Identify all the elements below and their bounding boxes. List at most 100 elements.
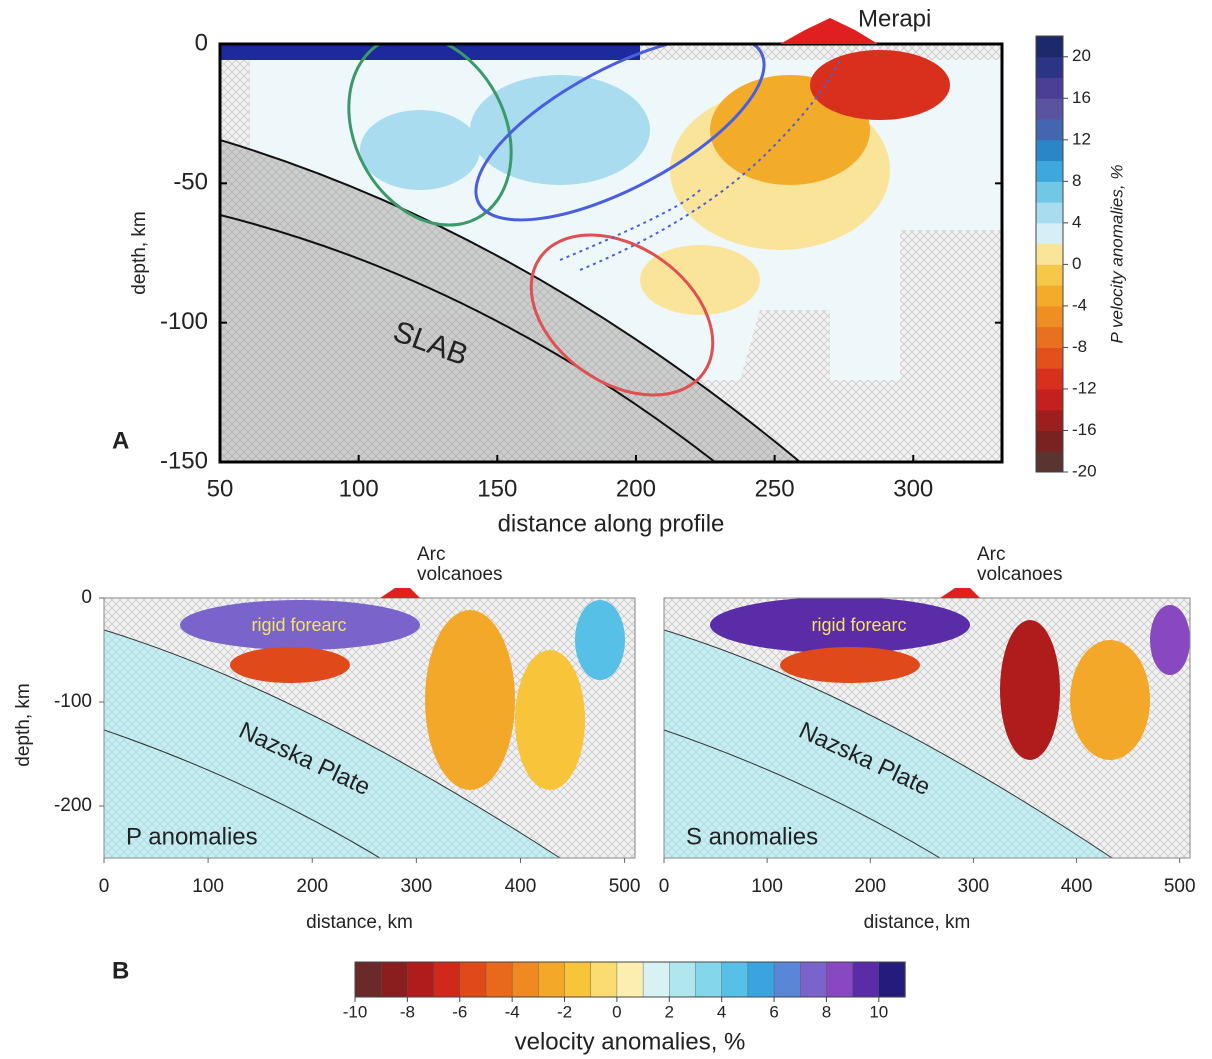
colorbar-swatch [642,961,670,998]
x-tick-label: 100 [751,876,783,897]
colorbar-swatch [695,961,723,998]
volcano-label: Arc [417,544,446,565]
colorbar-tick-label: -4 [505,1002,520,1021]
colorbar-title: P velocity anomalies, % [1107,165,1126,344]
colorbar-swatch [852,961,880,998]
y-tick-label: -150 [160,447,208,474]
x-tick-label: 250 [755,475,795,502]
y-axis-title: depth, km [13,683,34,766]
x-tick-label: 300 [401,876,433,897]
colorbar-swatch [669,961,697,998]
volcano-label: Merapi [858,5,931,32]
x-axis-title: distance, km [306,912,413,933]
colorbar-tick-label: 6 [769,1002,778,1021]
colorbar-swatch [1036,181,1063,203]
colorbar-frame [354,961,906,998]
panel-a-image [220,44,1002,462]
colorbar-tick-label: -6 [452,1002,467,1021]
x-axis-title: distance along profile [498,510,725,537]
y-tick-label: -100 [160,308,208,335]
panel-b-p-frame [103,597,636,859]
colorbar-tick-label: 2 [665,1002,674,1021]
colorbar-tick-label: 12 [1072,129,1091,148]
panel-label: A [112,427,129,454]
colorbar-swatch [1036,160,1063,182]
colorbar-swatch [538,961,566,998]
colorbar-swatch [773,961,801,998]
y-tick-label: -50 [173,169,208,196]
x-tick-label: 300 [893,475,933,502]
colorbar-swatch [1036,347,1063,369]
panel-b-p-image [104,598,635,858]
colorbar-swatch [1036,451,1063,473]
colorbar-swatch [826,961,854,998]
colorbar-swatch [459,961,487,998]
x-tick-label: 300 [958,876,990,897]
volcano-label: volcanoes [417,564,503,585]
x-tick-label: 500 [609,876,641,897]
colorbar-swatch [1036,388,1063,411]
volcano-label: volcanoes [977,564,1063,585]
volcano-icon [380,588,420,598]
colorbar-tick-label: -16 [1072,420,1097,439]
x-tick-label: 50 [207,475,234,502]
x-tick-label: 150 [477,475,517,502]
colorbar-swatch [1036,430,1063,452]
colorbar-tick-label: 20 [1072,46,1091,65]
colorbar-swatch [1036,77,1063,99]
colorbar-tick-label: 4 [717,1002,726,1021]
colorbar-swatch [380,961,409,998]
x-tick-label: 200 [296,876,328,897]
x-tick-label: 200 [854,876,886,897]
colorbar-swatch [1036,222,1063,245]
colorbar-swatch [1036,305,1063,328]
x-axis-title: distance, km [864,912,971,933]
x-tick-label: 100 [339,475,379,502]
colorbar-swatch [433,961,461,998]
colorbar-tick-label: -20 [1072,461,1097,480]
colorbar-tick-label: 0 [612,1002,621,1021]
colorbar-swatch [354,961,382,998]
colorbar-swatch [1036,202,1063,224]
colorbar-swatch [1036,368,1063,390]
colorbar-frame [1035,35,1064,473]
forearc-label: rigid forearc [251,615,346,635]
panel-b-s-image [664,598,1190,858]
x-tick-label: 500 [1164,876,1196,897]
x-tick-label: 400 [505,876,537,897]
colorbar-swatch [407,961,435,998]
panel-b-s-frame [663,597,1191,859]
colorbar-tick-label: -8 [400,1002,415,1021]
colorbar-swatch [616,961,644,998]
volcano-icon [780,18,878,44]
colorbar-swatch [1036,264,1063,286]
colorbar-tick-label: 16 [1072,88,1091,107]
colorbar-tick-label: -4 [1072,295,1087,314]
y-tick-label: 0 [195,29,208,56]
colorbar-swatch [590,961,618,998]
colorbar-tick-label: -12 [1072,378,1097,397]
colorbar-swatch [1036,326,1063,348]
colorbar-swatch [1036,36,1063,58]
colorbar-tick-label: 8 [822,1002,831,1021]
colorbar-swatch [1036,119,1063,141]
colorbar-swatch [1036,409,1063,431]
colorbar-swatch [1036,139,1063,162]
colorbar-tick-label: 0 [1072,254,1081,273]
x-tick-label: 0 [99,876,110,897]
x-tick-label: 400 [1061,876,1093,897]
colorbar-tick-label: 8 [1072,171,1081,190]
colorbar-swatch [1036,56,1063,79]
plot-title: S anomalies [686,823,818,850]
y-tick-label: -100 [54,691,92,712]
colorbar-tick-label: -10 [343,1002,368,1021]
colorbar-swatch [800,961,828,998]
colorbar-swatch [564,961,592,998]
x-tick-label: 0 [659,876,670,897]
panel-label: B [112,957,129,984]
colorbar-swatch [721,961,749,998]
colorbar-swatch [1036,98,1063,120]
colorbar-tick-label: 10 [869,1002,888,1021]
